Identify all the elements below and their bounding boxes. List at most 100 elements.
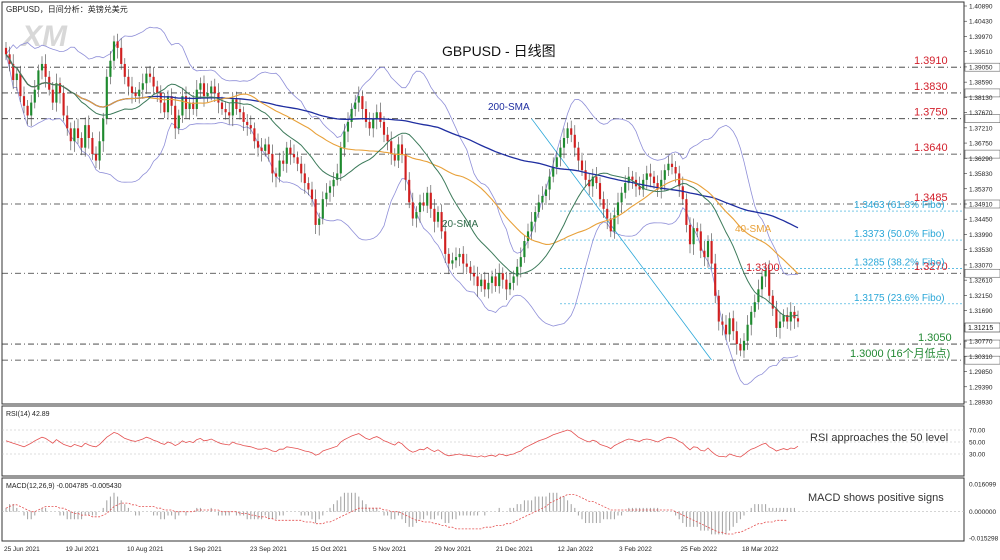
sma40-line [5, 53, 799, 275]
candle-up [55, 83, 58, 103]
candle-down [505, 279, 508, 290]
candle-down [501, 273, 504, 280]
candle-up [418, 202, 422, 213]
candle-down [714, 263, 717, 296]
candle-down [228, 112, 231, 116]
candle-up [325, 192, 328, 200]
price-tick-label: 1.37210 [969, 125, 993, 132]
price-tick-label: 1.33990 [969, 232, 993, 239]
candle-down [703, 250, 706, 258]
candle-up [181, 96, 184, 116]
candle-down [202, 83, 206, 97]
fibo-label-1.3175: 1.3175 (23.6% Fibo) [854, 293, 945, 304]
candle-down [235, 99, 238, 110]
candle-up [526, 231, 530, 242]
candle-up [523, 241, 526, 258]
candle-up [426, 192, 429, 206]
candle-down [739, 344, 742, 351]
candle-down [674, 166, 677, 174]
candle-up [98, 141, 101, 161]
date-tick-label: 5 Nov 2021 [373, 546, 407, 553]
candle-down [120, 47, 123, 64]
candle-down [66, 115, 69, 129]
price-tick-label: 1.40890 [969, 4, 993, 11]
date-tick-label: 23 Sep 2021 [250, 546, 287, 553]
macd-tick-label: -0.015298 [969, 535, 999, 542]
price-tick-label: 1.40430 [969, 19, 993, 26]
candle-down [300, 163, 303, 174]
candle-down [735, 331, 738, 345]
candle-down [786, 315, 789, 322]
candle-up [552, 166, 555, 177]
candle-down [87, 125, 90, 138]
candle-up [372, 118, 375, 129]
candle-up [141, 83, 144, 90]
annotation-1.3300: 1.3300 [746, 262, 780, 274]
last-price-tag-box [964, 322, 1000, 333]
fibo-trend-line [531, 118, 712, 361]
level-label-1.3270: 1.3270 [914, 261, 948, 273]
candle-down [91, 138, 94, 155]
rsi-pane: RSI(14) 42.89 RSI approaches the 50 leve… [1, 405, 986, 477]
candle-down [76, 128, 80, 138]
candle-down [192, 102, 195, 110]
candle-down [465, 263, 468, 267]
level-label-1.3000: 1.3000 (16个月低点) [850, 347, 950, 360]
candle-down [393, 154, 396, 161]
candle-down [724, 324, 728, 335]
candle-up [285, 147, 288, 164]
level-labels: 1.3910 1.3830 1.3750 1.3640 1.3485 1.3270 1.30… [850, 55, 952, 360]
candle-up [33, 89, 36, 103]
candle-down [696, 228, 699, 232]
price-tick-label: 1.39510 [969, 49, 993, 56]
candle-down [638, 186, 641, 190]
candle-up [350, 109, 353, 122]
candle-down [678, 173, 681, 187]
candle-down [584, 170, 587, 180]
candle-down [238, 109, 242, 113]
candle-up [206, 92, 209, 97]
candle-down [400, 144, 404, 155]
rsi-axis: 70.00 50.00 30.00 [969, 428, 986, 459]
candle-down [652, 176, 656, 184]
candle-down [62, 92, 65, 116]
candle-up [537, 202, 540, 213]
level-label-1.3640: 1.3640 [914, 142, 948, 154]
candle-up [490, 276, 494, 283]
candle-up [354, 102, 357, 110]
candle-down [631, 176, 634, 180]
macd-tick-label: 0.000000 [969, 509, 996, 516]
candle-down [570, 128, 573, 135]
candle-up [530, 221, 533, 232]
candle-down [721, 321, 724, 325]
price-tick-label: 1.38590 [969, 80, 993, 87]
candle-up [105, 76, 108, 119]
candle-down [12, 63, 15, 81]
candle-up [138, 89, 141, 97]
macd-signal-line [5, 494, 788, 535]
candle-up [487, 282, 490, 290]
price-tick-label: 1.33070 [969, 262, 993, 269]
candle-down [796, 318, 800, 322]
date-tick-label: 29 Nov 2021 [435, 546, 472, 553]
candle-up [541, 195, 544, 203]
candle-up [328, 186, 332, 193]
candle-up [544, 189, 548, 196]
candle-down [440, 212, 443, 232]
date-tick-label: 3 Feb 2022 [619, 546, 652, 553]
candle-up [332, 179, 335, 187]
price-tick-label: 1.36750 [969, 141, 993, 148]
candle-up [645, 173, 648, 180]
moving-averages [5, 53, 799, 318]
price-tick-label: 1.34910 [969, 202, 993, 209]
candle-up [750, 311, 753, 325]
rsi-pane-border [1, 405, 965, 477]
fibo-label-1.3373: 1.3373 (50.0% Fibo) [854, 229, 945, 240]
price-tick-label: 1.35830 [969, 171, 993, 178]
candle-down [699, 231, 702, 251]
price-tick-label: 1.35370 [969, 186, 993, 193]
candle-up [102, 118, 105, 142]
candle-down [681, 186, 684, 200]
candle-down [379, 112, 382, 122]
